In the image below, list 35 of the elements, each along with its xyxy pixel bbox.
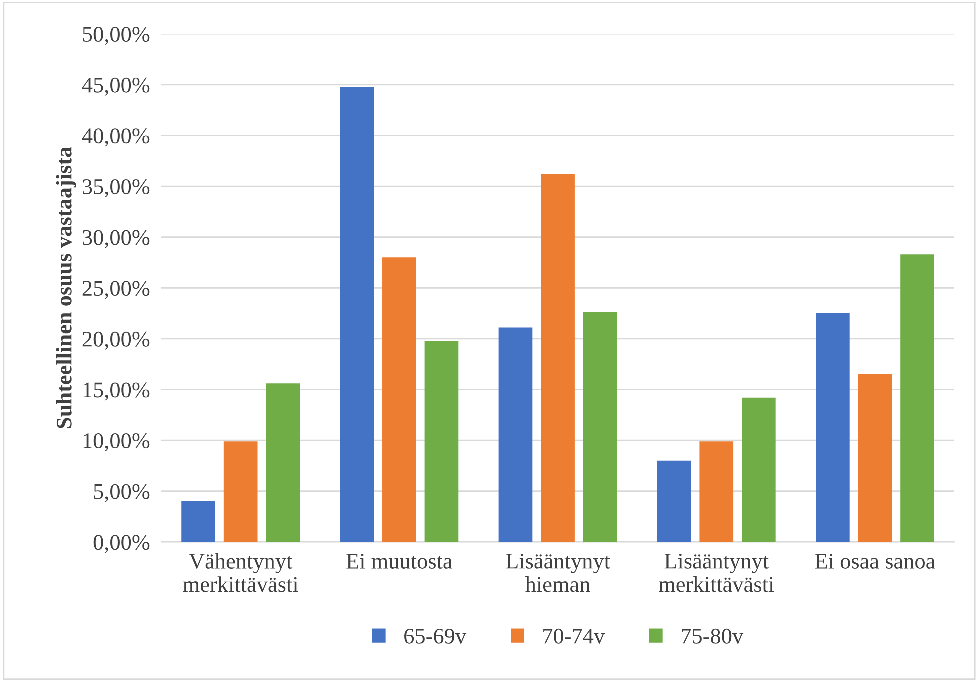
x-tick-label: Lisääntynyt hieman	[506, 554, 610, 592]
bar	[816, 314, 850, 542]
x-tick-label: Lisääntynyt merkittävästi	[659, 554, 774, 592]
bar	[498, 328, 533, 542]
bar	[382, 258, 416, 542]
bar	[266, 384, 300, 542]
y-tick-label: 0,00%	[94, 535, 150, 554]
bar	[657, 460, 692, 542]
legend-label: 70-74v	[544, 628, 606, 644]
x-tick-label: Vähentynyt merkittävästi	[183, 553, 298, 592]
bar	[224, 442, 258, 542]
y-tick-label: 25,00%	[82, 281, 150, 300]
bar	[583, 312, 618, 542]
y-tick-label: 35,00%	[82, 179, 150, 198]
y-tick-label: 30,00%	[82, 230, 150, 248]
bar	[700, 442, 734, 542]
y-tick-label: 40,00%	[82, 128, 150, 147]
bar	[742, 398, 776, 542]
y-axis-title: Suhteellinen osuus vastaajista	[56, 147, 76, 428]
y-tick-label: 10,00%	[84, 434, 150, 452]
y-tick-label: 50,00%	[83, 27, 150, 46]
bar	[424, 340, 459, 542]
y-tick-label: 5,00%	[94, 484, 150, 503]
bar	[858, 374, 892, 542]
bar	[541, 174, 575, 542]
legend-label: 65-69v	[404, 628, 467, 644]
legend-label: 75-80v	[682, 628, 744, 644]
y-tick-label: 15,00%	[84, 382, 150, 401]
x-tick-label: Ei muutosta	[346, 554, 453, 569]
bar	[340, 86, 374, 542]
bar	[182, 502, 216, 542]
y-tick-label: 45,00%	[82, 78, 150, 96]
bar	[900, 254, 934, 542]
y-tick-label: 20,00%	[82, 332, 150, 350]
x-tick-label: Ei osaa sanoa	[815, 554, 936, 569]
